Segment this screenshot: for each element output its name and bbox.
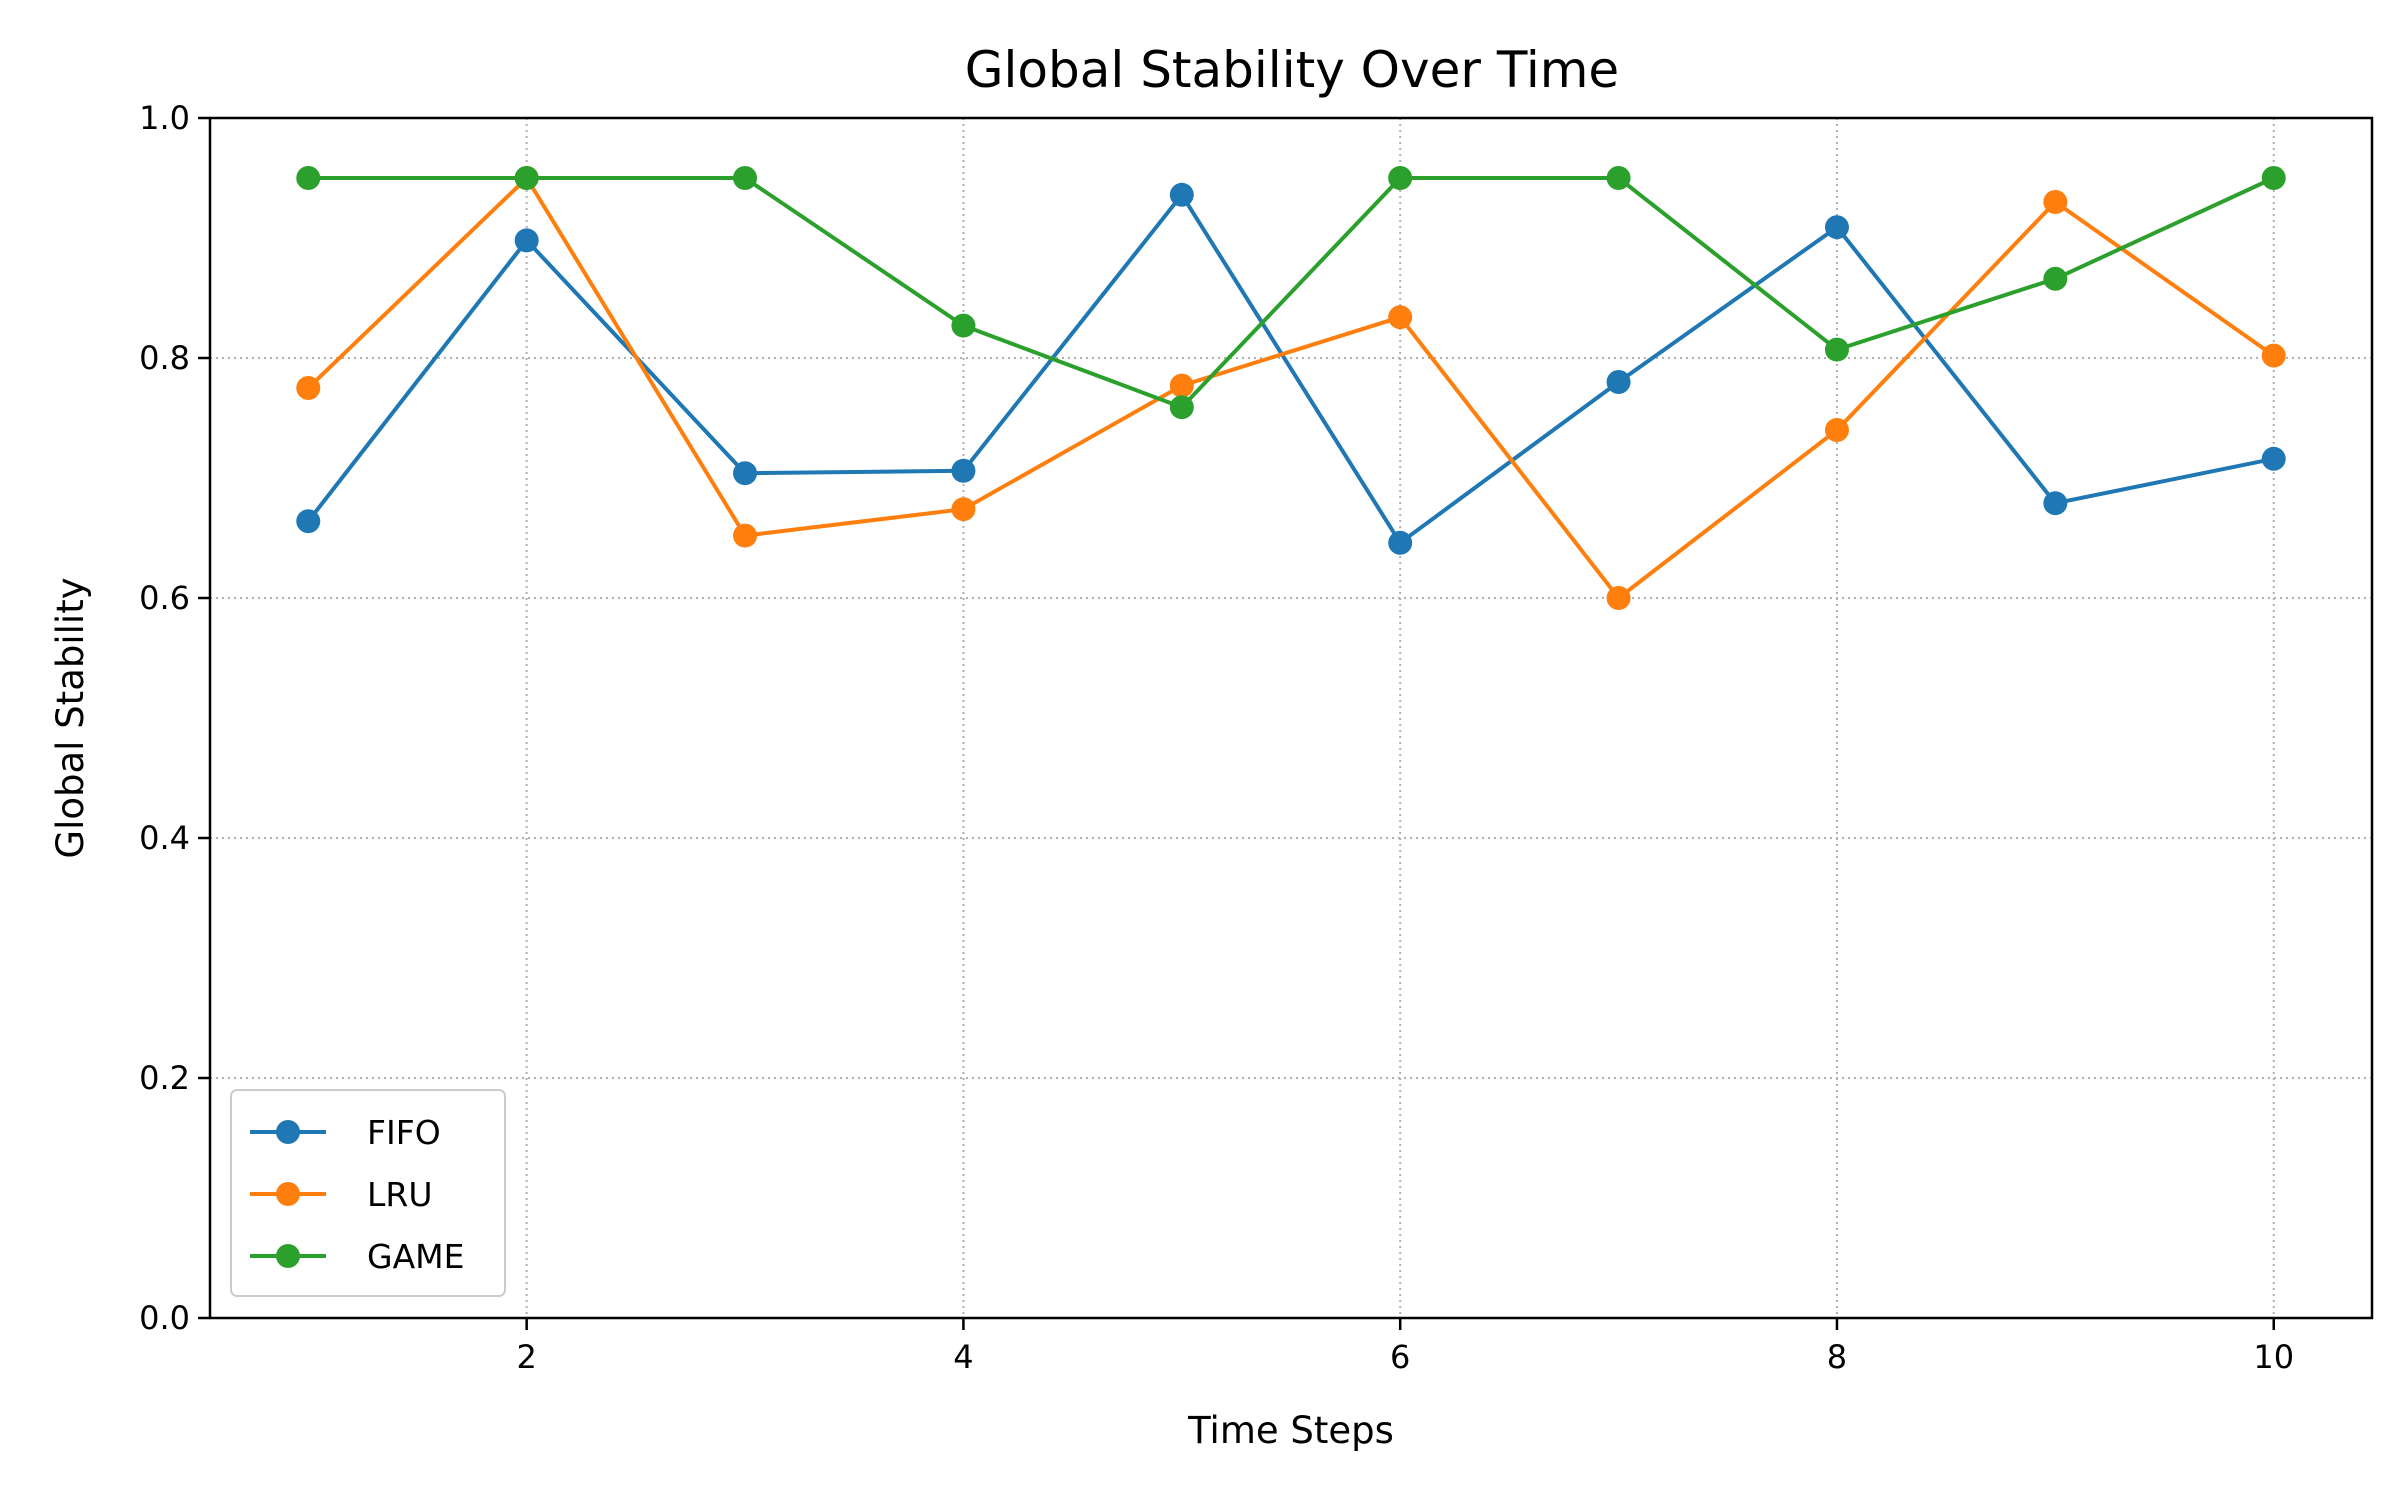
- data-point-fifo: [1606, 370, 1631, 394]
- legend: FIFO LRU GAME: [230, 1089, 506, 1297]
- data-point-fifo: [1388, 530, 1413, 555]
- data-point-game: [2261, 166, 2286, 190]
- data-point-fifo: [2043, 491, 2068, 516]
- series-game: [296, 166, 2286, 420]
- y-tick-label: 0.6: [139, 579, 190, 617]
- chart-title: Global Stability Over Time: [965, 41, 1619, 99]
- legend-label-lru: LRU: [367, 1175, 432, 1214]
- legend-label-game: GAME: [367, 1237, 464, 1276]
- x-tick-label: 8: [1827, 1338, 1847, 1376]
- legend-marker-lru: [276, 1182, 300, 1206]
- legend-item-game: GAME: [250, 1237, 464, 1276]
- data-point-game: [1606, 166, 1631, 190]
- data-point-fifo: [1824, 215, 1849, 240]
- x-tick-label: 4: [953, 1338, 973, 1376]
- data-point-fifo: [2261, 446, 2286, 471]
- series-line-game: [306, 176, 2276, 410]
- data-point-fifo: [951, 458, 976, 483]
- data-point-fifo: [514, 228, 539, 253]
- x-axis-ticks: 2 4 6 8 10: [516, 1318, 2294, 1376]
- legend-item-lru: LRU: [250, 1175, 432, 1214]
- data-point-lru: [733, 523, 758, 548]
- y-tick-label: 1.0: [139, 99, 190, 137]
- data-point-game: [296, 166, 321, 190]
- legend-item-fifo: FIFO: [250, 1113, 441, 1152]
- y-tick-label: 0.8: [139, 339, 190, 377]
- legend-frame: [230, 1089, 506, 1297]
- data-point-lru: [1824, 418, 1849, 442]
- data-point-lru: [2043, 190, 2068, 214]
- data-point-lru: [1169, 373, 1194, 398]
- data-point-game: [514, 166, 539, 190]
- data-point-game: [733, 166, 758, 190]
- data-point-lru: [1388, 305, 1413, 330]
- y-axis-label: Global Stability: [49, 577, 92, 858]
- data-point-game: [1388, 166, 1413, 190]
- legend-label-fifo: FIFO: [367, 1113, 441, 1152]
- x-axis-label: Time Steps: [1187, 1409, 1394, 1452]
- x-tick-label: 10: [2253, 1338, 2294, 1376]
- data-point-fifo: [1169, 182, 1194, 207]
- data-point-fifo: [296, 509, 321, 534]
- y-tick-label: 0.0: [139, 1299, 190, 1337]
- y-tick-label: 0.4: [139, 819, 190, 857]
- data-point-game: [1169, 395, 1194, 420]
- legend-marker-game: [276, 1244, 300, 1268]
- data-point-lru: [2261, 343, 2286, 368]
- legend-marker-fifo: [276, 1120, 300, 1144]
- data-point-lru: [296, 376, 321, 400]
- y-tick-label: 0.2: [139, 1059, 190, 1097]
- data-point-game: [951, 313, 976, 338]
- data-point-lru: [951, 497, 976, 522]
- data-point-game: [2043, 266, 2068, 291]
- data-point-fifo: [733, 461, 758, 486]
- plot-area-frame: [208, 116, 2374, 1320]
- data-point-lru: [1606, 586, 1631, 610]
- x-tick-label: 2: [516, 1338, 536, 1376]
- data-point-game: [1824, 337, 1849, 362]
- y-axis-ticks: 0.0 0.2 0.4 0.6 0.8 1.0: [139, 99, 210, 1337]
- x-tick-label: 6: [1390, 1338, 1410, 1376]
- series-group: [296, 166, 2286, 610]
